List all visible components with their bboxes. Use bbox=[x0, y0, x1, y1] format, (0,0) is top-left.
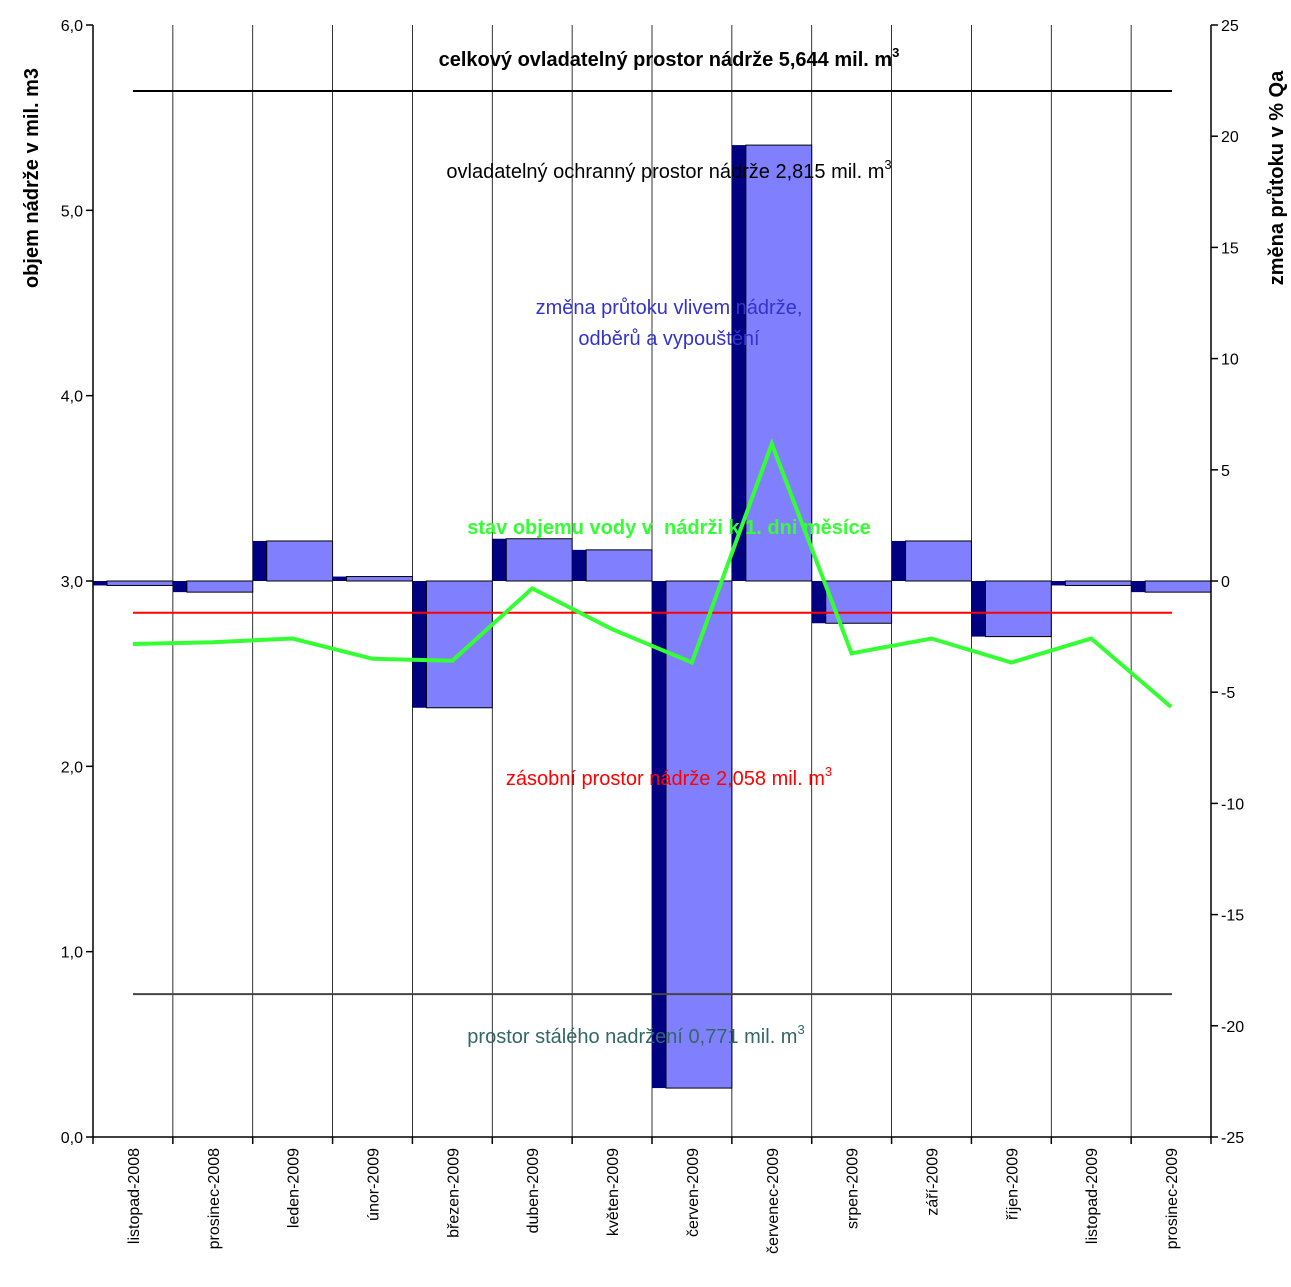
x-tick-label: říjen-2009 bbox=[1004, 1148, 1021, 1220]
bar-shade bbox=[1051, 581, 1066, 586]
x-tick-label: květen-2009 bbox=[605, 1148, 622, 1236]
x-tick-label: září-2009 bbox=[925, 1148, 942, 1216]
right-tick-label: 15 bbox=[1221, 240, 1239, 257]
x-tick-label: duben-2009 bbox=[525, 1148, 542, 1234]
x-tick-label: březen-2009 bbox=[445, 1148, 462, 1238]
right-tick-label: -10 bbox=[1221, 796, 1244, 813]
bar-shade bbox=[652, 581, 666, 1089]
reference-lines bbox=[133, 89, 1172, 996]
x-tick-label: únor-2009 bbox=[366, 1148, 383, 1221]
bar-shade bbox=[412, 581, 427, 708]
bar bbox=[745, 144, 813, 582]
bar-series-label-line2: odběrů a vypouštění bbox=[578, 328, 760, 350]
bar bbox=[1064, 580, 1132, 586]
ref-label-total: celkový ovladatelný prostor nádrže 5,644… bbox=[439, 45, 900, 71]
right-tick-label: 25 bbox=[1221, 18, 1239, 35]
left-tick-label: 3,0 bbox=[61, 574, 83, 591]
right-tick-label: 20 bbox=[1221, 129, 1239, 146]
bar bbox=[984, 580, 1052, 638]
right-tick-label: 10 bbox=[1221, 352, 1239, 369]
ref-label-permanent: prostor stálého nadržení 0,771 mil. m3 bbox=[467, 1022, 804, 1048]
x-tick-label: prosinec-2008 bbox=[206, 1148, 223, 1250]
line-series bbox=[132, 438, 1173, 709]
bar-shade bbox=[572, 549, 587, 581]
x-tick-label: červenec-2009 bbox=[765, 1148, 782, 1254]
right-tick-label: -25 bbox=[1221, 1130, 1244, 1147]
bar bbox=[585, 549, 653, 582]
left-axis-title: objem nádrže v mil. m3 bbox=[21, 68, 43, 288]
x-tick-labels: listopad-2008 prosinec-2008 leden-2009 únor… bbox=[126, 1148, 1181, 1254]
tick-labels: 0,0 1,0 2,0 3,0 4,0 5,0 6,0 -25 -20 -15 -10 -5 0 5 10 1… bbox=[61, 18, 1244, 1147]
bar bbox=[106, 580, 174, 586]
bar bbox=[665, 580, 733, 1089]
left-tick-label: 6,0 bbox=[61, 18, 83, 35]
bar bbox=[186, 580, 254, 593]
line-series-label: stav objemu vody v nádrži k 1. dni měsíc… bbox=[467, 517, 870, 539]
bar bbox=[825, 580, 893, 624]
right-tick-label: -15 bbox=[1221, 908, 1244, 925]
axes bbox=[86, 24, 1218, 1144]
bar bbox=[505, 538, 573, 582]
x-tick-label: srpen-2009 bbox=[845, 1148, 862, 1229]
left-tick-label: 1,0 bbox=[61, 945, 83, 962]
bar bbox=[346, 576, 413, 582]
bar bbox=[1144, 580, 1212, 593]
bar-shade bbox=[93, 581, 107, 586]
bar bbox=[905, 540, 972, 582]
x-tick-label: leden-2009 bbox=[286, 1148, 303, 1228]
right-tick-label: 5 bbox=[1221, 463, 1230, 480]
left-tick-label: 4,0 bbox=[61, 389, 83, 406]
bar-shade bbox=[172, 581, 187, 593]
right-tick-label: 0 bbox=[1221, 574, 1230, 591]
bar-shade bbox=[492, 538, 507, 581]
right-axis-title: změna průtoku v % Qa bbox=[1266, 70, 1288, 285]
x-tick-label: listopad-2008 bbox=[126, 1148, 143, 1244]
bar-shade bbox=[731, 145, 746, 581]
right-tick-label: -5 bbox=[1221, 685, 1235, 702]
bar-shade bbox=[811, 581, 826, 624]
left-tick-label: 2,0 bbox=[61, 759, 83, 776]
right-tick-label: -20 bbox=[1221, 1019, 1244, 1036]
bar-shade bbox=[1131, 581, 1146, 593]
ref-label-storage: zásobní prostor nádrže 2,058 mil. m3 bbox=[506, 764, 832, 790]
bar-series bbox=[93, 144, 1212, 1089]
bar-shade bbox=[971, 581, 986, 637]
volume-line bbox=[132, 438, 1173, 709]
left-tick-label: 0,0 bbox=[61, 1130, 83, 1147]
bar-shade bbox=[252, 540, 267, 581]
x-tick-label: červen-2009 bbox=[685, 1148, 702, 1237]
left-tick-label: 5,0 bbox=[61, 203, 83, 220]
bar bbox=[425, 580, 493, 709]
bar bbox=[266, 540, 334, 582]
ref-label-protective: ovladatelný ochranný prostor nádrže 2,81… bbox=[446, 157, 891, 183]
x-tick-label: prosinec-2009 bbox=[1164, 1148, 1181, 1250]
bar-shade bbox=[332, 576, 347, 581]
x-tick-label: listopad-2009 bbox=[1084, 1148, 1101, 1244]
bar-shade bbox=[891, 540, 906, 581]
bar-series-label-line1: změna průtoku vlivem nádrže, bbox=[536, 297, 803, 319]
